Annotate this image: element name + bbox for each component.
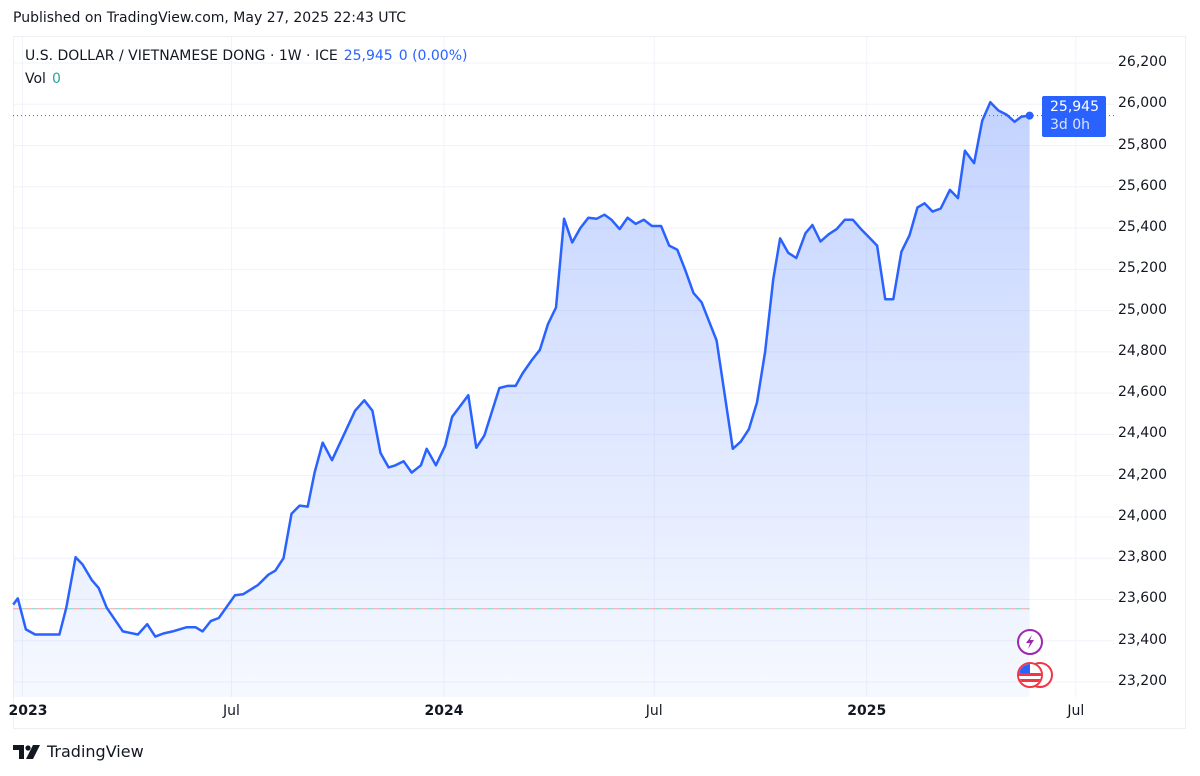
last-price-dot [1025,111,1034,120]
price-axis-label: 24,000 [1118,507,1167,524]
chart-frame [13,36,1186,729]
price-line [12,100,1030,638]
volume-legend: Vol 0 [25,71,61,87]
price-axis-label: 25,200 [1118,260,1167,277]
legend-change: 0 (0.00%) [398,48,468,64]
time-axis-label: 2025 [847,703,887,719]
price-axis-label: 24,600 [1118,384,1167,401]
legend-price: 25,945 [343,48,393,64]
price-axis-label: 23,400 [1118,631,1167,648]
lightning-event-icon[interactable] [1016,628,1044,656]
us-flag-event-icon[interactable] [1014,660,1056,690]
price-axis-label: 24,200 [1118,466,1167,483]
price-axis-label: 25,800 [1118,136,1167,153]
price-axis-label: 25,600 [1118,177,1167,194]
vol-value: 0 [51,71,61,87]
price-axis-label: 23,800 [1118,549,1167,566]
price-axis-label: 25,000 [1118,301,1167,318]
time-axis-label: 2024 [424,703,464,719]
time-axis-label: Jul [645,703,663,719]
symbol-legend: U.S. DOLLAR / VIETNAMESE DONG · 1W · ICE… [25,48,467,64]
published-caption: Published on TradingView.com, May 27, 20… [13,10,407,26]
price-axis-label: 24,400 [1118,425,1167,442]
vol-label: Vol [25,71,46,87]
price-axis-label: 24,800 [1118,342,1167,359]
bar-countdown: 3d 0h [1050,117,1091,133]
tradingview-logo-icon [13,744,40,759]
price-axis-label: 23,200 [1118,672,1167,689]
price-axis-label: 26,000 [1118,95,1167,112]
price-axis-label: 25,400 [1118,219,1167,236]
time-axis-label: Jul [223,703,240,719]
price-axis-label: 26,200 [1118,54,1167,70]
symbol-title: U.S. DOLLAR / VIETNAMESE DONG · 1W · ICE [25,48,338,64]
time-axis-label: Jul [1067,703,1085,719]
price-axis-label: 23,600 [1118,590,1167,607]
time-axis-label: 2023 [8,703,48,719]
last-price-tag-value: 25,945 [1050,99,1099,115]
price-area-fill [13,102,1030,697]
last-price-tag: 25,945 3d 0h [1042,96,1106,137]
logo-text: TradingView [47,742,144,761]
tradingview-logo[interactable]: TradingView [13,742,144,761]
